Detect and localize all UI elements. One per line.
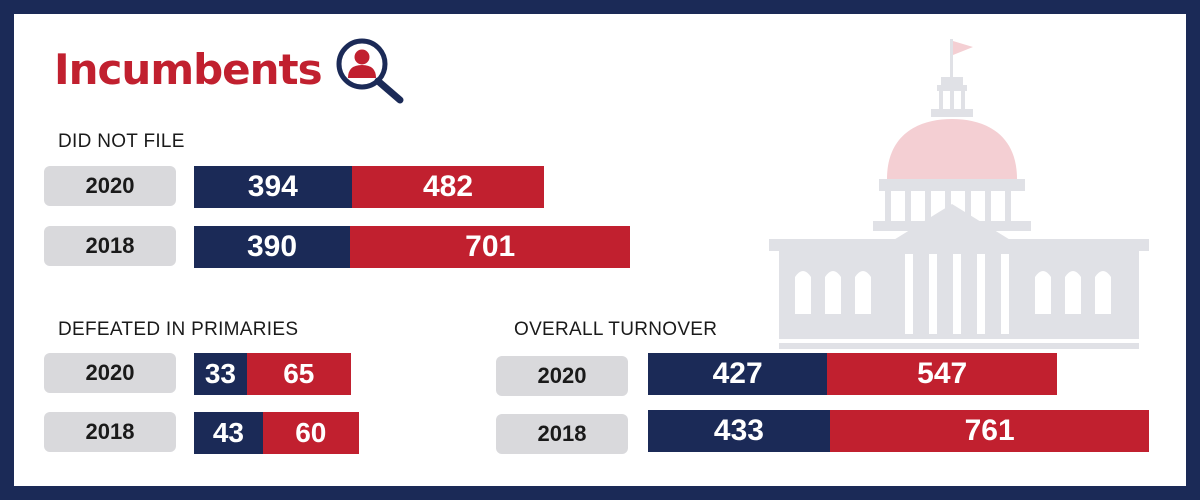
page-title: Incumbents xyxy=(54,44,323,94)
bar-segment-primaries-2020-first: 33 xyxy=(194,353,247,395)
year-pill-2018: 2018 xyxy=(496,414,628,454)
year-pill-2020: 2020 xyxy=(496,356,628,396)
bar-segment-did-not-file-2018-first: 390 xyxy=(194,226,350,268)
section-label-overall-turnover: OVERALL TURNOVER xyxy=(514,319,718,340)
magnifier-person-icon xyxy=(336,38,404,104)
bar-segment-turnover-2018-second: 761 xyxy=(829,410,1150,452)
section-label-defeated-in-primaries: DEFEATED IN PRIMARIES xyxy=(58,319,299,340)
bar-segment-did-not-file-2018-second: 701 xyxy=(350,226,631,268)
year-pill-2020: 2020 xyxy=(44,166,176,206)
bar-segment-turnover-2018-first: 433 xyxy=(648,410,830,452)
infographic-frame: Incumbents DID NOT FILE 2020 394 482 201… xyxy=(14,14,1186,486)
title-block: Incumbents xyxy=(54,34,410,104)
capitol-building-icon xyxy=(769,39,1149,349)
bar-segment-primaries-2020-second: 65 xyxy=(246,353,351,395)
section-label-did-not-file: DID NOT FILE xyxy=(58,131,185,152)
bar-segment-did-not-file-2020-second: 482 xyxy=(351,166,545,208)
year-pill-2018: 2018 xyxy=(44,226,176,266)
bar-segment-primaries-2018-first: 43 xyxy=(194,412,263,454)
bar-segment-turnover-2020-first: 427 xyxy=(648,353,828,395)
bar-segment-turnover-2020-second: 547 xyxy=(827,353,1058,395)
bar-segment-did-not-file-2020-first: 394 xyxy=(194,166,352,208)
year-pill-2018: 2018 xyxy=(44,412,176,452)
bar-segment-primaries-2018-second: 60 xyxy=(262,412,359,454)
year-pill-2020: 2020 xyxy=(44,353,176,393)
